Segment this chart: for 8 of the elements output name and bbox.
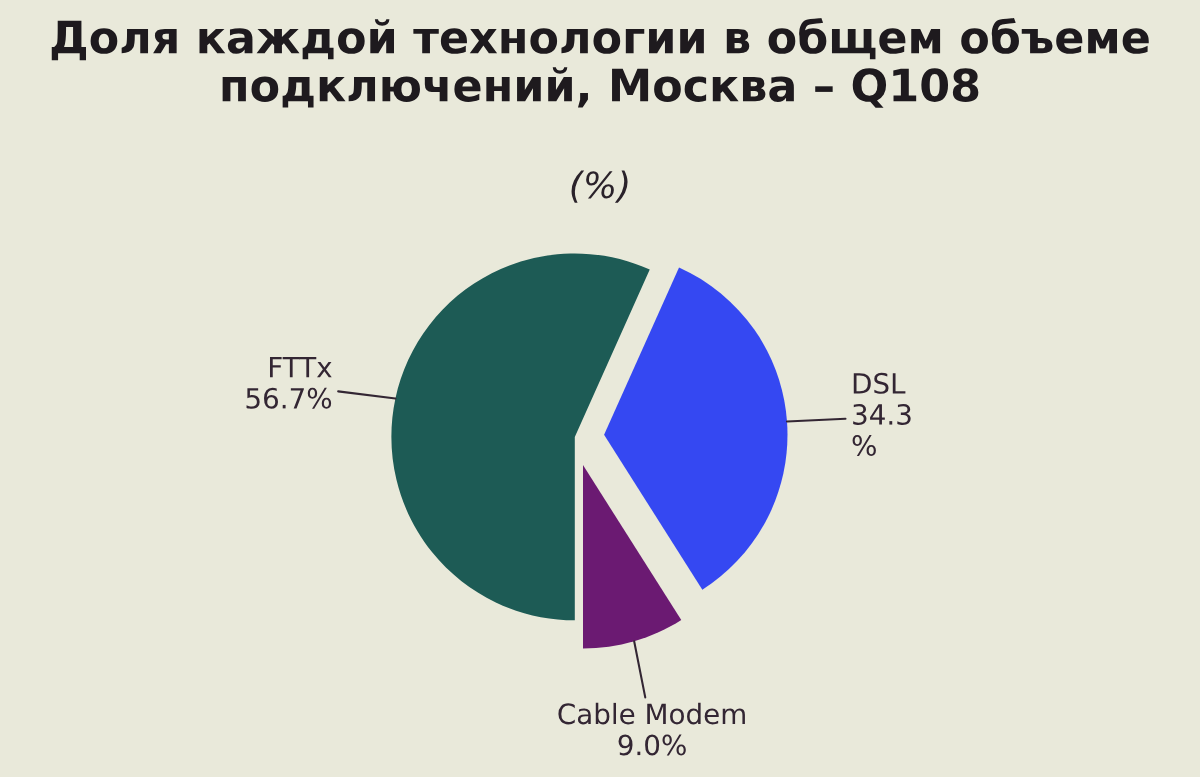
- data-label: 56.7%: [246, 387, 332, 409]
- data-label: 9.0%: [618, 734, 686, 756]
- slice-label: DSL: [853, 372, 906, 394]
- chart-subtitle: (%): [571, 170, 628, 203]
- slice-label: FTTx: [269, 357, 332, 378]
- data-label: 34.3 %: [852, 403, 911, 457]
- slice-label: Cable Modem: [558, 702, 745, 725]
- chart-title: Доля каждой технологии в общем объеме подключений, Москва – Q108: [51, 17, 1149, 108]
